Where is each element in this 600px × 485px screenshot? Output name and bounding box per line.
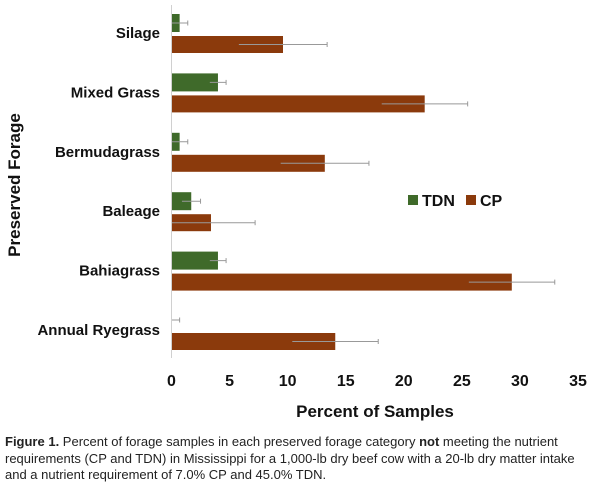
category-label: Bahiagrass: [79, 263, 160, 280]
bar-cp: [171, 273, 512, 291]
figure-caption: Figure 1. Percent of forage samples in e…: [5, 434, 595, 484]
x-axis-title: Percent of Samples: [296, 402, 454, 421]
caption-text: Percent of forage samples in each preser…: [59, 434, 420, 449]
caption-emphasis: not: [419, 434, 440, 449]
x-tick-label: 10: [279, 373, 297, 390]
legend-label-cp: CP: [480, 193, 503, 210]
caption-text-rest: meeting the nutrient requirements (CP an…: [5, 434, 575, 482]
bar-tdn: [171, 73, 218, 92]
category-label: Baleage: [102, 203, 160, 220]
caption-label: Figure 1.: [5, 434, 60, 449]
x-tick-label: 0: [167, 373, 176, 390]
legend-swatch-cp: [466, 195, 476, 205]
category-label: Annual Ryegrass: [37, 322, 160, 339]
legend: TDN CP: [408, 193, 503, 210]
category-label: Mixed Grass: [71, 84, 160, 101]
x-tick-label: 15: [337, 373, 355, 390]
bar-cp: [171, 154, 325, 172]
bar-cp: [171, 36, 283, 53]
x-tick-label: 20: [395, 373, 413, 390]
bar-tdn: [171, 251, 218, 270]
x-tick-label: 25: [453, 373, 471, 390]
legend-swatch-tdn: [408, 195, 418, 205]
x-tick-label: 30: [511, 373, 529, 390]
bar-cp: [171, 333, 336, 350]
category-label: Silage: [116, 25, 160, 42]
legend-label-tdn: TDN: [422, 193, 455, 210]
bar-cp: [171, 95, 425, 113]
category-label: Bermudagrass: [55, 144, 160, 161]
x-tick-label: 5: [225, 373, 234, 390]
bar-chart: 0 5 10 15 20 25 30 35 Silage Mixed Grass Bermudag…: [5, 5, 587, 421]
x-tick-label: 35: [569, 373, 587, 390]
bar-tdn: [171, 192, 192, 211]
y-axis-title: Preserved Forage: [5, 113, 24, 257]
